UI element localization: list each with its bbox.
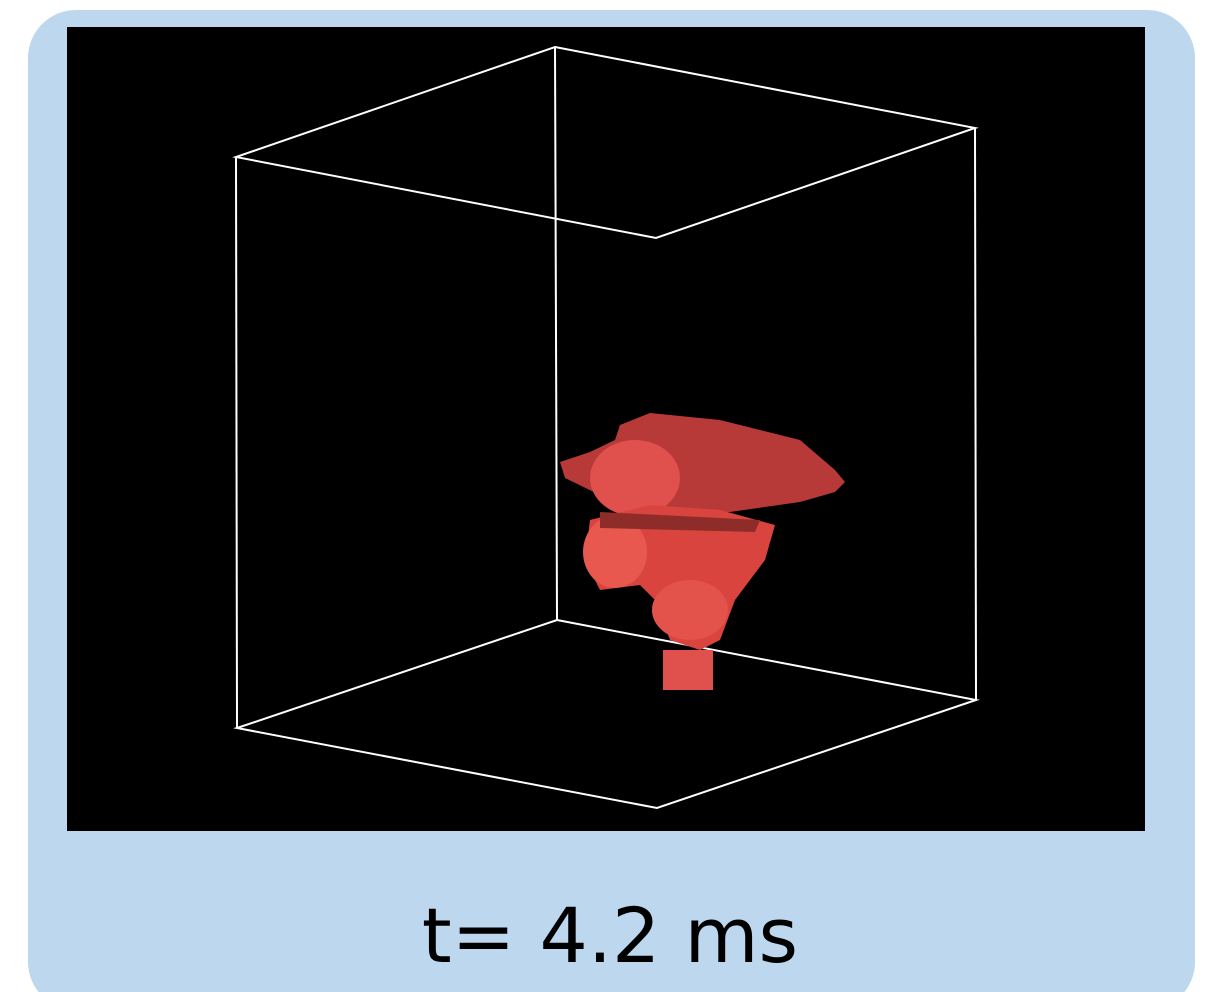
surface-lobe	[590, 440, 680, 516]
surface-lobe	[652, 580, 728, 640]
screenshot: t= 4.2 ms	[0, 0, 1209, 992]
render-view	[67, 27, 1145, 831]
box-edge	[975, 128, 976, 700]
surface-stem	[663, 650, 713, 690]
box-edge	[236, 157, 237, 728]
page: {"caption": "t= 4.2 ms"} t= 4.2 ms (() =…	[0, 0, 1209, 992]
caption: t= 4.2 ms	[422, 891, 798, 980]
